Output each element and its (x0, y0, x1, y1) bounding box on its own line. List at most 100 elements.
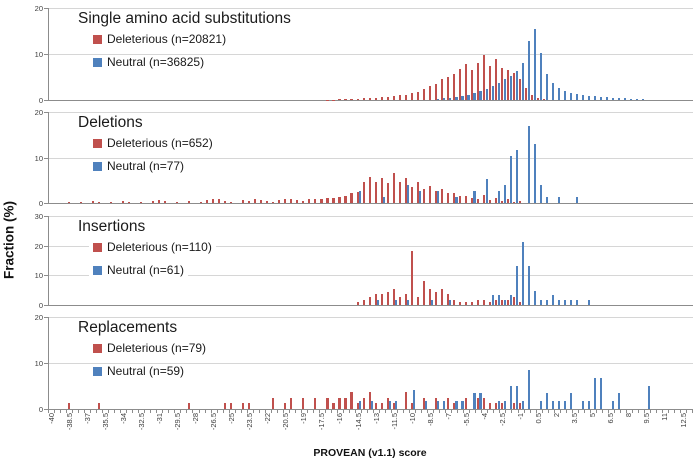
bar-deleterious (537, 97, 540, 100)
x-tick-label: -29.5 (172, 413, 182, 431)
legend-swatch-deleterious (93, 138, 102, 148)
x-tick-mark (330, 410, 332, 413)
bar-deleterious (470, 197, 473, 203)
bar-deleterious (392, 173, 395, 203)
bar-deleterious (525, 88, 528, 100)
x-tick-label: 2 (552, 413, 562, 418)
bar-deleterious (380, 178, 383, 203)
x-tick-mark (601, 410, 603, 413)
bar-deleterious (410, 251, 413, 305)
bar-neutral (521, 63, 524, 100)
bar-deleterious (416, 91, 419, 100)
bar-deleterious (488, 403, 492, 409)
x-tick-mark (342, 410, 344, 413)
x-tick-mark (571, 410, 573, 413)
bar-deleterious (332, 403, 335, 409)
bar-neutral (467, 94, 470, 100)
bar-deleterious (458, 196, 461, 203)
x-tick-mark (391, 410, 393, 413)
bar-neutral (557, 401, 560, 409)
bar-neutral (359, 401, 362, 409)
bar-neutral (539, 300, 542, 305)
bar-deleterious (200, 201, 203, 203)
x-tick-mark (108, 410, 110, 413)
x-tick-mark (589, 410, 591, 413)
bar-deleterious (422, 188, 425, 203)
x-tick-mark (198, 410, 200, 413)
x-tick-label: -32.5 (136, 413, 146, 431)
bar-deleterious (512, 297, 516, 305)
x-tick-mark (499, 410, 501, 413)
x-tick-label: -23.5 (245, 413, 255, 431)
bar-deleterious (344, 99, 347, 100)
bar-deleterious (374, 182, 377, 203)
y-tick-mark (44, 363, 48, 364)
bar-neutral (545, 300, 548, 305)
bar-neutral (413, 389, 416, 409)
x-tick-mark (373, 410, 374, 413)
x-tick-mark (78, 410, 80, 413)
bar-neutral (539, 185, 542, 203)
x-tick-mark (397, 410, 399, 413)
bar-deleterious (109, 201, 112, 203)
x-tick-mark (686, 410, 687, 413)
bar-deleterious (97, 403, 100, 409)
bar-deleterious (464, 397, 467, 409)
gridline (49, 275, 693, 276)
bar-deleterious (494, 403, 498, 409)
bar-neutral (455, 197, 458, 203)
x-tick-mark (415, 410, 417, 413)
x-tick-mark (355, 410, 356, 413)
bar-deleterious (446, 397, 449, 409)
bar-deleterious (446, 294, 449, 305)
bar-neutral (497, 401, 500, 409)
legend-swatch-neutral (93, 161, 102, 171)
panel-title: Single amino acid substitutions (75, 10, 294, 28)
bar-deleterious (356, 403, 359, 409)
bar-deleterious (410, 187, 413, 203)
x-tick-mark (523, 410, 525, 413)
x-tick-mark (457, 410, 459, 413)
x-tick-mark (114, 410, 116, 413)
legend-item-neutral: Neutral (n=61) (89, 263, 189, 277)
bar-deleterious (440, 288, 443, 305)
bar-deleterious (224, 403, 227, 409)
bar-neutral (587, 95, 590, 100)
x-tick-mark (367, 410, 368, 413)
bar-deleterious (302, 397, 305, 409)
bar-neutral (497, 83, 500, 100)
bar-deleterious (362, 299, 365, 305)
bar-deleterious (482, 397, 486, 409)
bar-deleterious (512, 72, 516, 100)
bar-deleterious (488, 302, 492, 305)
x-tick-mark (361, 410, 362, 413)
bar-neutral (605, 97, 608, 100)
bar-deleterious (344, 196, 347, 203)
x-axis-title: PROVEAN (v1.1) score (313, 447, 427, 459)
gridline (49, 54, 693, 55)
x-tick-mark (192, 410, 194, 413)
bar-deleterious (470, 302, 473, 305)
x-tick-mark (535, 410, 537, 413)
bar-deleterious (320, 199, 323, 203)
bar-neutral (569, 300, 572, 305)
bar-deleterious (398, 95, 401, 100)
bar-neutral (563, 300, 566, 305)
bar-deleterious (218, 199, 221, 203)
x-tick-mark (547, 410, 549, 413)
bar-neutral (581, 401, 584, 409)
y-tick-label: 30 (34, 212, 43, 221)
y-tick-mark (44, 305, 48, 306)
bar-deleterious (368, 176, 371, 203)
bar-deleterious (242, 403, 245, 409)
bar-neutral (395, 300, 398, 305)
bar-deleterious (404, 178, 407, 203)
bar-deleterious (67, 201, 70, 203)
x-tick-mark (445, 410, 447, 413)
bar-deleterious (434, 191, 437, 203)
bar-deleterious (157, 200, 160, 203)
x-tick-mark (619, 410, 621, 413)
legend-item-deleterious: Deleterious (n=110) (89, 240, 216, 254)
bar-deleterious (326, 397, 329, 409)
